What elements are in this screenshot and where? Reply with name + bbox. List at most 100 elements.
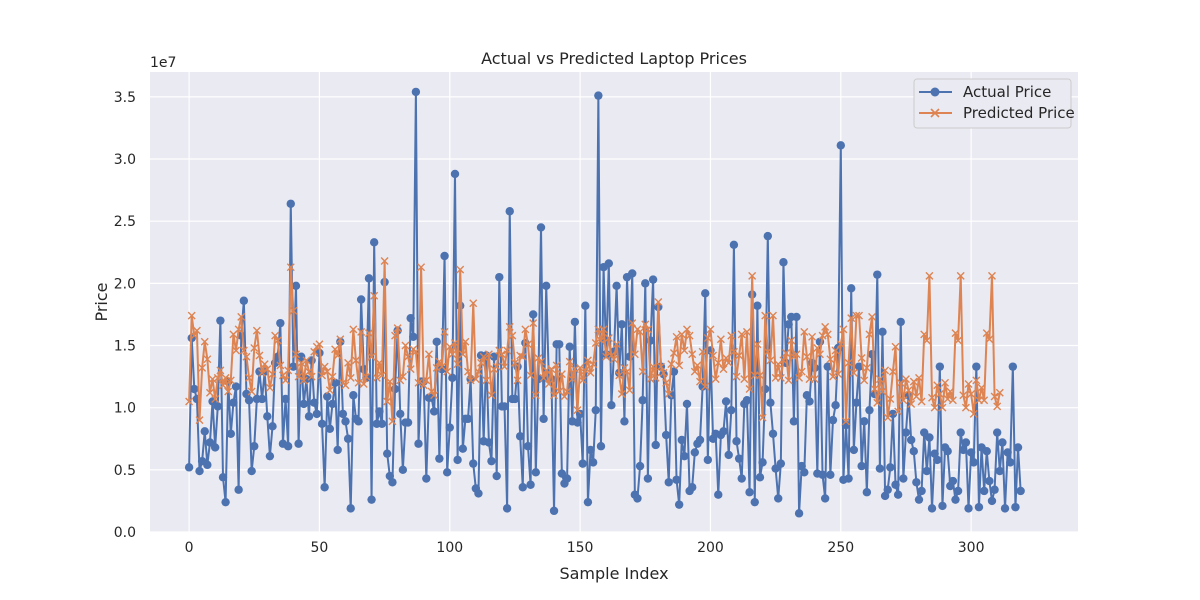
data-point (625, 386, 634, 395)
data-point (901, 428, 911, 437)
data-point (578, 376, 587, 385)
data-point (787, 336, 796, 345)
data-point (979, 486, 989, 496)
data-point (357, 327, 366, 336)
data-point (795, 373, 804, 382)
data-point (873, 398, 882, 407)
series-line-actual (188, 90, 1022, 515)
data-point (414, 439, 423, 448)
data-point (875, 375, 884, 384)
data-point (573, 406, 582, 415)
data-point (771, 464, 780, 473)
data-point (296, 352, 306, 361)
data-point (855, 311, 864, 320)
data-point (959, 445, 968, 455)
data-point (450, 169, 460, 179)
data-point (649, 362, 658, 371)
data-point (369, 238, 379, 247)
data-point (727, 405, 736, 415)
data-point (495, 272, 504, 282)
data-point (257, 394, 267, 404)
data-point (391, 331, 400, 340)
data-point (922, 336, 931, 345)
data-point (281, 376, 290, 385)
data-point (948, 396, 957, 405)
data-point (367, 495, 376, 504)
data-point (857, 353, 866, 362)
data-point (435, 357, 444, 366)
data-point (390, 384, 400, 394)
data-point (583, 497, 593, 507)
data-point (682, 399, 692, 409)
data-point (672, 475, 681, 484)
data-point (291, 281, 301, 291)
data-point (523, 340, 532, 349)
data-point (549, 506, 559, 516)
data-point (703, 334, 712, 343)
data-point (500, 402, 509, 411)
data-point (349, 391, 358, 400)
data-point (534, 353, 543, 362)
data-point (901, 375, 910, 384)
data-point (844, 474, 853, 483)
data-point (479, 352, 488, 361)
data-point (599, 325, 608, 334)
y-axis-label: Price (92, 282, 111, 321)
y-tick-label: 1.5 (114, 339, 136, 355)
data-point (922, 466, 932, 476)
data-point (411, 87, 421, 97)
data-point (969, 409, 978, 418)
data-point (377, 419, 387, 429)
data-point (396, 376, 405, 385)
data-point (688, 350, 697, 359)
data-point (213, 373, 222, 382)
data-point (563, 387, 572, 396)
data-point (200, 427, 209, 436)
data-point (651, 440, 660, 450)
data-point (284, 366, 293, 375)
data-point (242, 352, 251, 361)
data-point (985, 335, 994, 344)
data-point (205, 388, 214, 397)
data-point (943, 446, 952, 456)
data-point (456, 265, 465, 274)
data-point (589, 360, 598, 369)
legend-label-predicted: Predicted Price (963, 104, 1075, 122)
data-point (899, 474, 908, 483)
data-point (453, 455, 462, 465)
data-point (484, 350, 493, 359)
series-markers-actual (184, 87, 1025, 518)
data-point (477, 358, 486, 367)
data-point (474, 367, 483, 376)
data-point (776, 373, 785, 382)
data-point (888, 367, 897, 376)
data-point (273, 336, 282, 345)
data-point (828, 415, 838, 425)
data-point (581, 366, 590, 375)
x-tick-label: 250 (827, 540, 854, 556)
data-point (860, 417, 869, 426)
data-point (969, 458, 978, 467)
data-point (669, 348, 678, 357)
data-point (815, 350, 824, 359)
y-tick-label: 3.0 (114, 152, 136, 168)
data-point (231, 382, 241, 391)
data-point (294, 372, 303, 381)
data-point (928, 393, 937, 402)
data-point (675, 361, 684, 370)
data-point (286, 263, 295, 272)
x-tick-label: 150 (567, 540, 594, 556)
data-point (615, 371, 624, 380)
data-point (401, 341, 410, 350)
data-point (411, 347, 420, 356)
data-point (779, 356, 788, 365)
data-point (659, 368, 668, 377)
data-point (844, 358, 853, 367)
data-point (343, 434, 353, 443)
data-point (831, 400, 840, 410)
data-point (990, 485, 999, 494)
data-point (312, 409, 322, 419)
data-point (398, 372, 407, 381)
data-point (406, 365, 415, 374)
data-point (721, 397, 731, 406)
